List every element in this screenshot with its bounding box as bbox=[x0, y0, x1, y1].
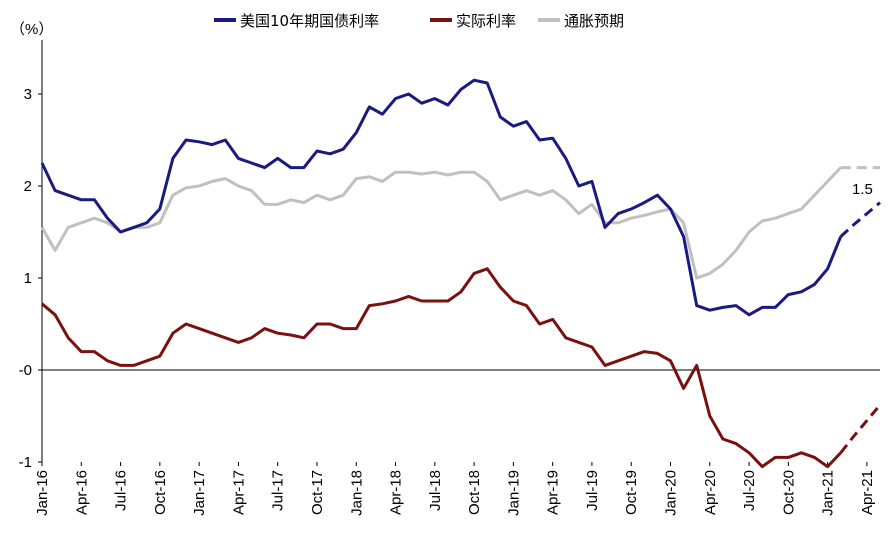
x-tick-label: Apr-20 bbox=[702, 470, 719, 515]
y-axis-ticks: 3 2 1 -0 -1 bbox=[19, 86, 42, 471]
x-tick-label: Apr-17 bbox=[230, 470, 247, 515]
y-tick-label: -0 bbox=[19, 362, 32, 379]
y-tick-label: 3 bbox=[24, 86, 32, 103]
legend-label: 美国10年期国债利率 bbox=[240, 12, 379, 30]
x-tick-label: Jan-17 bbox=[191, 470, 208, 516]
x-tick-label: Jan-19 bbox=[505, 470, 522, 516]
x-tick-label: Jul-19 bbox=[584, 470, 601, 511]
y-tick-label: 2 bbox=[24, 178, 32, 195]
projection-lines bbox=[839, 166, 882, 454]
x-axis-ticks: Jan-16 Apr-16 Jul-16 Oct-16 Jan-17 Apr-17 Jul-… bbox=[34, 462, 876, 516]
projection-line bbox=[839, 201, 881, 238]
x-tick-label: Oct-20 bbox=[780, 470, 797, 515]
x-tick-label: Oct-18 bbox=[466, 470, 483, 515]
x-tick-label: Apr-16 bbox=[73, 470, 90, 515]
series-line bbox=[41, 267, 842, 469]
series-line bbox=[40, 166, 842, 280]
x-tick-label: Apr-18 bbox=[388, 470, 405, 515]
x-tick-label: Jul-20 bbox=[741, 470, 758, 511]
legend-label: 实际利率 bbox=[456, 12, 516, 30]
annotation-label: 1.5 bbox=[852, 181, 873, 198]
x-tick-label: Oct-17 bbox=[309, 470, 326, 515]
x-tick-label: Jan-18 bbox=[348, 470, 365, 516]
x-tick-label: Jan-21 bbox=[820, 470, 837, 516]
legend: 美国10年期国债利率 实际利率 通胀预期 bbox=[214, 12, 624, 30]
legend-label: 通胀预期 bbox=[564, 12, 624, 30]
x-tick-label: Jul-16 bbox=[113, 470, 130, 511]
x-tick-label: Oct-19 bbox=[623, 470, 640, 515]
projection-line bbox=[839, 404, 882, 454]
y-tick-label: 1 bbox=[24, 270, 32, 287]
x-tick-label: Jan-20 bbox=[663, 470, 680, 516]
x-tick-label: Jul-18 bbox=[427, 470, 444, 511]
y-axis-unit-label: （%） bbox=[10, 21, 53, 38]
y-tick-label: -1 bbox=[19, 454, 32, 471]
x-tick-label: Oct-16 bbox=[152, 470, 169, 515]
series-lines bbox=[40, 78, 843, 469]
series-line bbox=[40, 78, 843, 317]
x-tick-label: Jul-17 bbox=[270, 470, 287, 511]
x-tick-label: Jan-16 bbox=[34, 470, 51, 516]
x-tick-label: Apr-19 bbox=[545, 470, 562, 515]
x-tick-label: Apr-21 bbox=[859, 470, 876, 515]
